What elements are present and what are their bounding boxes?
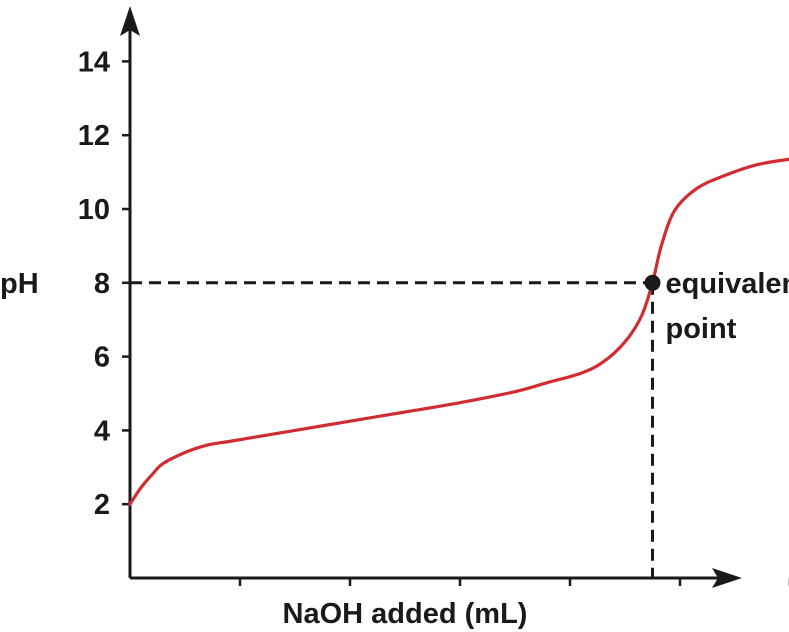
y-axis-title: pH	[0, 268, 39, 300]
y-tick-label-2: 2	[94, 489, 110, 521]
x-axis-arrow	[712, 568, 742, 588]
y-tick-label-12: 12	[78, 120, 110, 152]
equivalence-guides	[130, 281, 654, 578]
x-ticks	[238, 578, 789, 586]
equivalence-label-line1: equivalence	[666, 268, 789, 300]
y-tick-labels: 2 4 6 8 10 12 14	[78, 46, 110, 521]
equivalence-point-marker	[644, 274, 661, 291]
y-tick-label-8: 8	[94, 268, 110, 300]
x-axis-title: NaOH added (mL)	[283, 598, 528, 630]
y-axis-arrow	[120, 6, 140, 36]
y-tick-label-4: 4	[94, 415, 110, 447]
y-tick-label-14: 14	[78, 46, 110, 78]
y-tick-label-6: 6	[94, 342, 110, 374]
titration-curve	[128, 157, 789, 506]
axes	[120, 6, 742, 588]
y-tick-label-10: 10	[78, 194, 110, 226]
equivalence-label-line2: point	[666, 313, 737, 345]
